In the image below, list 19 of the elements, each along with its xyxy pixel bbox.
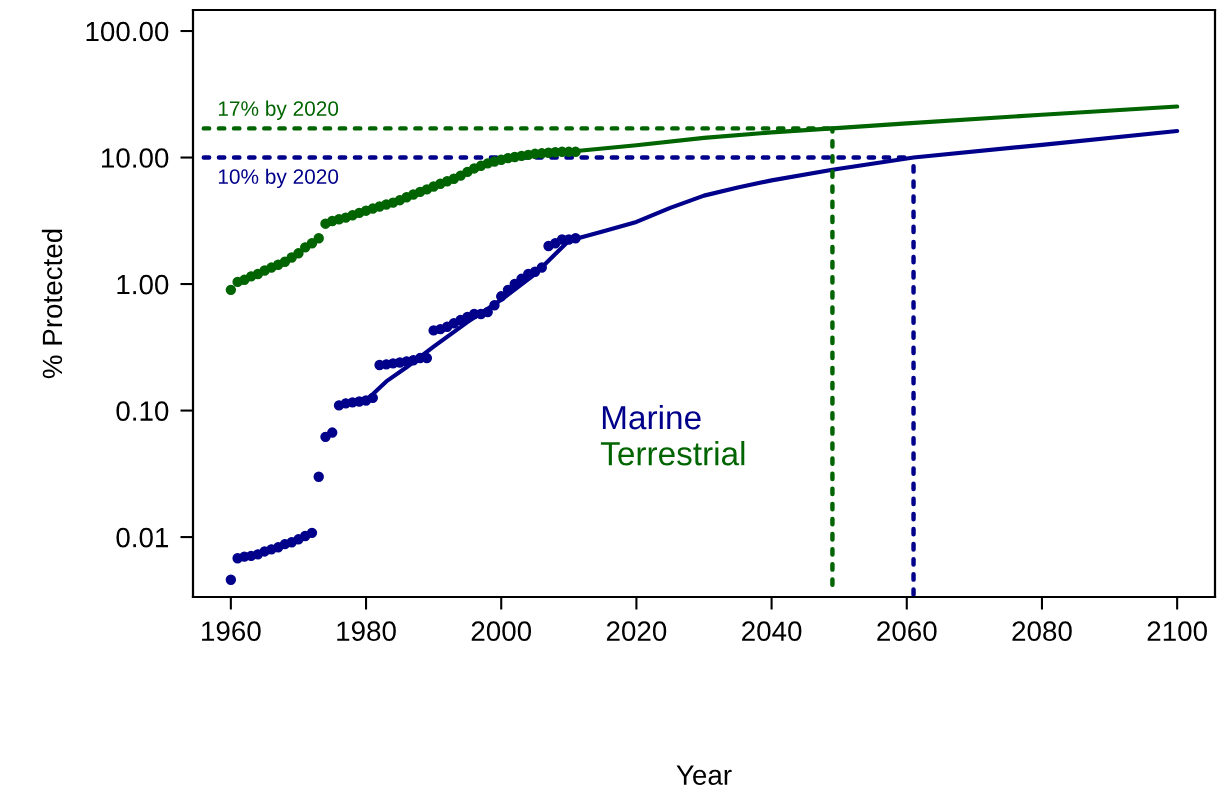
x-tick-label: 2060	[877, 621, 937, 642]
y-tick-label: 0.01	[116, 527, 169, 548]
y-tick-label: 1.00	[117, 274, 169, 295]
text: Marine	[602, 404, 701, 430]
x-tick-label: 2000	[471, 621, 532, 642]
x-tick-label: 2080	[1012, 621, 1072, 642]
y-tick-label: 100.00	[86, 21, 169, 42]
annotation: 10% by 2020	[218, 168, 339, 189]
x-tick-label: 2100	[1147, 621, 1207, 642]
y-tick-label: 10.00	[102, 148, 169, 168]
y-axis-title: % Protected	[41, 229, 63, 379]
x-tick-label: 1960	[202, 621, 261, 642]
x-tick-label: 1980	[337, 621, 396, 642]
annotation: 17% by 2020	[218, 100, 339, 121]
y-tick-label: 0.10	[116, 401, 169, 421]
text: Terrestrial	[600, 441, 745, 466]
x-axis-title: Year	[676, 765, 732, 785]
x-tick-label: 2040	[742, 621, 802, 642]
x-tick-label: 2020	[606, 621, 667, 642]
